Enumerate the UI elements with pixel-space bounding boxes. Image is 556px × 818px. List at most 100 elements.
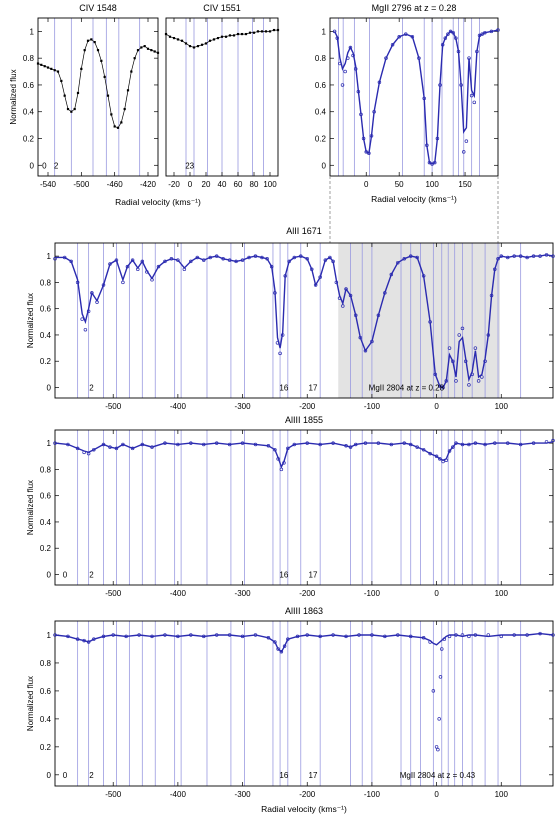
component-label: 0: [63, 570, 68, 579]
data-point: [278, 351, 282, 356]
data-point: [438, 675, 443, 679]
y-tick-label: 0.6: [23, 81, 35, 90]
data-point: [436, 747, 440, 752]
panel-aliii1855: AlIII 1855 -500 -400 -300 -200 -100 0 100 0 0.2 0…: [26, 415, 555, 598]
data-point: [343, 69, 347, 74]
component-label: 0: [63, 771, 68, 780]
y-tick-label: 0.4: [40, 331, 52, 340]
x-tick-label: -400: [170, 589, 187, 598]
x-tick-label: -540: [40, 180, 57, 189]
data-point: [457, 333, 461, 337]
y-tick-label: 0.2: [40, 357, 52, 366]
x-tick-label: 40: [218, 180, 227, 189]
component-label: 0: [42, 161, 47, 170]
y-tick-label: 1: [47, 631, 52, 640]
data-point: [446, 32, 450, 36]
data-point: [472, 100, 477, 105]
panel-civ1548: CIV 1548 -540 -500 -460 -420 0 0.2 0.4 0.6 0.8 1 N…: [9, 3, 160, 189]
x-tick-label: -100: [364, 402, 381, 411]
fit-line: [54, 441, 554, 469]
data-point: [83, 327, 88, 332]
panel-title: AlIII 1855: [285, 415, 323, 425]
panel-alii1671: AlII 1671 -500 -400 -300 -200 -100 0 100 0 0.2 0.…: [26, 226, 555, 411]
y-tick-label: 1: [47, 252, 52, 261]
component-label: 23: [185, 161, 194, 170]
panel-title: AlIII 1863: [285, 606, 323, 616]
y-axis-label: Normalized flux: [26, 293, 35, 348]
component-label: 17: [309, 570, 318, 579]
data-point: [130, 258, 135, 262]
data-point: [464, 139, 469, 143]
component-label: 16: [279, 383, 288, 392]
panel-title: CIV 1548: [79, 3, 117, 13]
y-tick-label: 0.8: [40, 465, 52, 474]
plot-frame: [329, 17, 499, 177]
y-axis-label: Normalized flux: [26, 676, 35, 731]
y-tick-label: 0.8: [23, 54, 35, 63]
y-tick-label: 0: [322, 161, 327, 170]
y-tick-label: 0.6: [315, 81, 327, 90]
plot-frame: [54, 620, 554, 787]
shaded-region: [338, 243, 500, 398]
data-point: [437, 717, 441, 721]
plot-frame: [54, 242, 554, 399]
data-point: [279, 650, 284, 654]
data-point: [469, 93, 474, 98]
data-point: [189, 259, 193, 264]
data-point: [447, 346, 452, 350]
x-tick-label: 100: [495, 589, 509, 598]
y-tick-label: 1: [47, 439, 52, 448]
x-tick-label: -200: [299, 790, 316, 799]
shared-x-axis-label: Radial velocity (kms⁻¹): [115, 197, 201, 207]
data-point: [164, 32, 168, 36]
y-tick-label: 0.8: [40, 659, 52, 668]
x-tick-label: -100: [364, 790, 381, 799]
data-point: [461, 150, 466, 154]
fit-line: [333, 29, 499, 165]
x-axis-label: Radial velocity (kms⁻¹): [261, 804, 347, 814]
x-tick-label: 100: [425, 180, 439, 189]
x-tick-label: 100: [495, 402, 509, 411]
x-tick-label: -500: [105, 402, 122, 411]
y-tick-label: 0.8: [315, 54, 327, 63]
y-tick-label: 0.8: [40, 278, 52, 287]
y-tick-label: 1: [30, 27, 35, 36]
x-tick-label: -460: [107, 180, 124, 189]
component-label: 16: [279, 570, 288, 579]
x-tick-label: 50: [395, 180, 404, 189]
data-point: [476, 379, 481, 383]
x-tick-label: -20: [168, 180, 180, 189]
x-tick-label: 150: [458, 180, 472, 189]
y-tick-label: 0: [47, 383, 52, 392]
data-point: [467, 383, 471, 387]
x-tick-label: 0: [188, 180, 193, 189]
x-tick-label: 100: [263, 180, 277, 189]
data-point: [454, 379, 458, 383]
plot-frame: [37, 17, 159, 177]
x-tick-label: -200: [299, 589, 316, 598]
panel-mgii2796: MgII 2796 at z = 0.28 0 50 100 150 0 0.2 0.4 0.…: [315, 3, 500, 204]
data-point: [156, 51, 160, 54]
y-axis-label: Normalized flux: [9, 69, 18, 124]
x-tick-label: -500: [73, 180, 90, 189]
y-tick-label: 0.6: [40, 492, 52, 501]
data-point: [480, 375, 484, 379]
y-tick-label: 0.4: [40, 518, 52, 527]
x-tick-label: -500: [105, 790, 122, 799]
data-point: [434, 745, 439, 749]
component-label: 2: [54, 161, 59, 170]
y-tick-label: 0.2: [315, 135, 327, 144]
data-point: [80, 317, 84, 321]
y-tick-label: 0: [47, 570, 52, 579]
fit-line: [54, 632, 554, 653]
y-tick-label: 1: [322, 27, 327, 36]
component-label: 17: [309, 771, 318, 780]
component-label: 2: [89, 771, 94, 780]
x-tick-label: -200: [299, 402, 316, 411]
component-label: 2: [89, 570, 94, 579]
x-tick-label: 100: [495, 790, 509, 799]
component-label: 2: [89, 383, 94, 392]
data-line: [37, 38, 159, 129]
panel-civ1551: CIV 1551 -20 0 20 40 60 80 100 23: [164, 3, 280, 189]
x-tick-label: 60: [234, 180, 243, 189]
